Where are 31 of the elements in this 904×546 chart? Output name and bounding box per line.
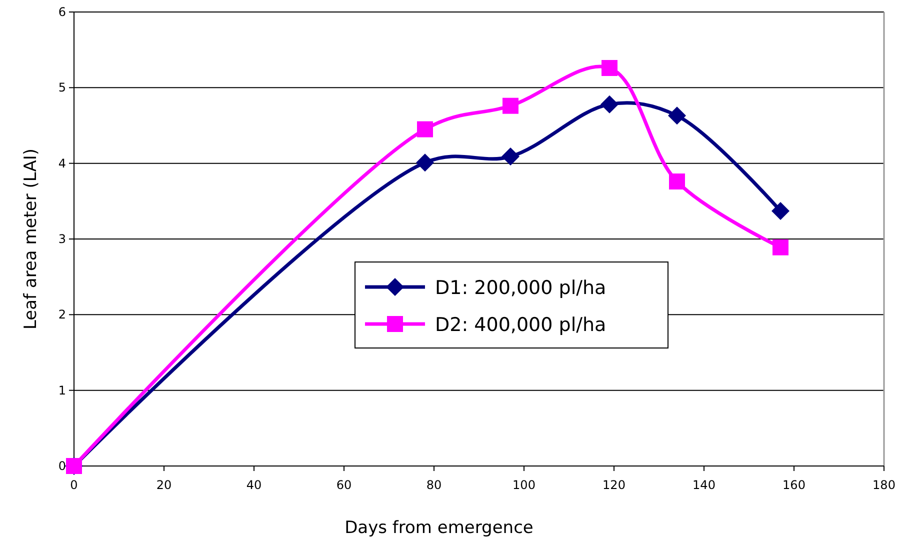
x-tick-label: 180: [872, 478, 896, 492]
y-tick-label: 3: [58, 232, 66, 246]
point: [772, 202, 790, 220]
x-tick-label: 160: [782, 478, 806, 492]
point: [502, 98, 518, 114]
y-tick-label: 1: [58, 383, 66, 398]
legend-label: D1: 200,000 pl/ha: [435, 277, 606, 299]
point: [669, 173, 685, 190]
point: [416, 154, 434, 172]
y-tick-label: 2: [58, 308, 66, 322]
x-tick-label: 140: [692, 478, 716, 492]
x-tick-label: 100: [512, 478, 536, 492]
x-tick-label: 120: [602, 478, 626, 492]
y-tick-label: 0: [58, 459, 66, 473]
point: [502, 148, 520, 166]
x-tick-label: 80: [426, 478, 442, 492]
x-tick-label: 20: [156, 478, 172, 492]
y-tick-label: 6: [58, 5, 66, 19]
point: [417, 121, 433, 138]
point: [668, 106, 686, 125]
x-tick-label: 40: [246, 478, 262, 492]
point: [772, 239, 788, 256]
x-tick-label: 60: [336, 478, 352, 492]
legend-label: D2: 400,000 pl/ha: [435, 314, 606, 336]
point: [602, 60, 618, 76]
y-tick-label: 5: [58, 80, 66, 95]
point: [600, 95, 618, 114]
y-axis-title: Leaf area meter (LAI): [21, 148, 41, 330]
x-tick-label: 0: [70, 478, 78, 492]
x-axis-title: Days from emergence: [344, 518, 534, 538]
y-tick-label: 4: [58, 156, 66, 170]
